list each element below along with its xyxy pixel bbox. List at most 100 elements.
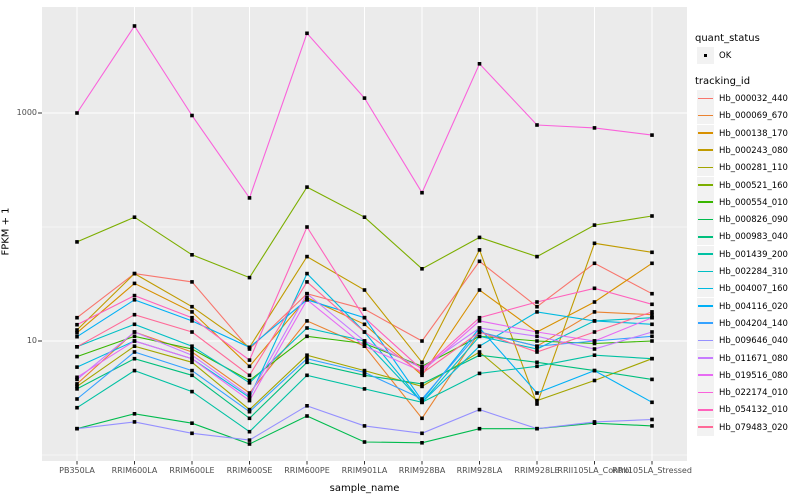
data-point [477, 426, 482, 431]
data-point [477, 315, 482, 320]
data-point [305, 404, 309, 408]
data-point [247, 407, 252, 412]
legend-item-label: Hb_004007_160 [719, 284, 788, 295]
legend-key-box [697, 418, 714, 436]
data-point [650, 291, 654, 296]
data-point [477, 288, 482, 292]
point-marker-icon [703, 53, 708, 58]
legend-line-swatch [698, 339, 713, 342]
data-point [190, 431, 194, 436]
data-point [535, 334, 539, 339]
legend-line-swatch [698, 235, 713, 238]
legend-title-quant-status: quant_status [695, 33, 760, 44]
data-point [305, 225, 309, 229]
data-point [132, 350, 137, 354]
data-point [535, 347, 539, 351]
data-point [592, 347, 597, 351]
data-point [247, 398, 252, 403]
x-tick-label-RRIM928BA: RRIM928BA [398, 466, 446, 475]
legend-item-label: Hb_002284_310 [719, 267, 788, 277]
data-point [535, 304, 539, 309]
data-point [75, 331, 79, 335]
legend-line-swatch [698, 253, 713, 255]
data-point [650, 417, 654, 422]
data-point [247, 442, 252, 446]
data-point [420, 339, 424, 343]
data-point [650, 310, 654, 314]
data-point [535, 254, 539, 259]
data-point [362, 288, 367, 292]
data-point [305, 185, 309, 189]
data-point [247, 373, 252, 378]
data-point [132, 412, 137, 416]
data-point [420, 382, 424, 386]
data-point [247, 381, 252, 385]
data-point [305, 271, 309, 276]
data-point [190, 356, 194, 361]
data-point [650, 133, 654, 137]
data-point [305, 414, 309, 418]
data-point [477, 259, 482, 264]
data-point [132, 368, 137, 373]
data-point [190, 347, 194, 351]
legend-line-swatch [698, 114, 713, 117]
data-point [362, 215, 367, 219]
data-point [650, 322, 654, 327]
legend-item-label: Hb_000032_440 [719, 94, 788, 104]
data-point [362, 368, 367, 373]
legend-key-box [697, 193, 714, 211]
legend-line-swatch [698, 408, 713, 411]
data-point [477, 353, 482, 357]
legend-key-box [697, 245, 714, 263]
data-point [592, 241, 597, 246]
data-point [247, 378, 252, 383]
legend-item-label: Hb_019516_080 [719, 370, 788, 381]
data-point [247, 391, 252, 395]
data-point [592, 353, 597, 357]
legend-item-label: Hb_004204_140 [719, 318, 788, 329]
data-point [650, 339, 654, 343]
x-tick-label-RRII105LA_Control: RRII105LA_Control [557, 466, 632, 475]
legend-line-swatch [698, 374, 713, 376]
data-point [362, 373, 367, 378]
data-point [535, 364, 539, 369]
data-point [132, 344, 137, 348]
x-tick-label-RRIM901LA: RRIM901LA [341, 466, 388, 475]
legend-item-label: Hb_004116_020 [719, 301, 788, 312]
data-point [650, 250, 654, 255]
data-point [247, 196, 252, 200]
legend-item-label: Hb_000521_160 [719, 180, 788, 191]
data-point [362, 339, 367, 343]
data-point [420, 371, 424, 376]
data-point [75, 334, 79, 339]
data-point [650, 400, 654, 405]
data-point [190, 344, 194, 348]
data-point [132, 356, 137, 361]
legend-key-box [697, 314, 714, 332]
data-point [75, 426, 79, 431]
data-point [650, 315, 654, 320]
data-point [477, 248, 482, 252]
data-point [650, 261, 654, 266]
data-point [132, 334, 137, 339]
legend-line-swatch [698, 270, 713, 273]
data-point [362, 424, 367, 428]
data-point [132, 322, 137, 327]
data-point [650, 424, 654, 428]
data-point [75, 240, 79, 244]
legend-line-swatch [698, 287, 713, 290]
data-point [477, 235, 482, 240]
data-point [190, 253, 194, 257]
data-point [535, 398, 539, 403]
data-point [420, 190, 424, 195]
data-point [132, 420, 137, 424]
data-point [477, 350, 482, 354]
data-point [592, 261, 597, 266]
data-point [592, 341, 597, 346]
data-point [305, 254, 309, 259]
data-point [305, 356, 309, 361]
legend-item-label: Hb_001439_200 [719, 249, 788, 260]
legend-item-label: OK [719, 51, 732, 61]
legend-item-label: Hb_054132_010 [719, 405, 788, 416]
